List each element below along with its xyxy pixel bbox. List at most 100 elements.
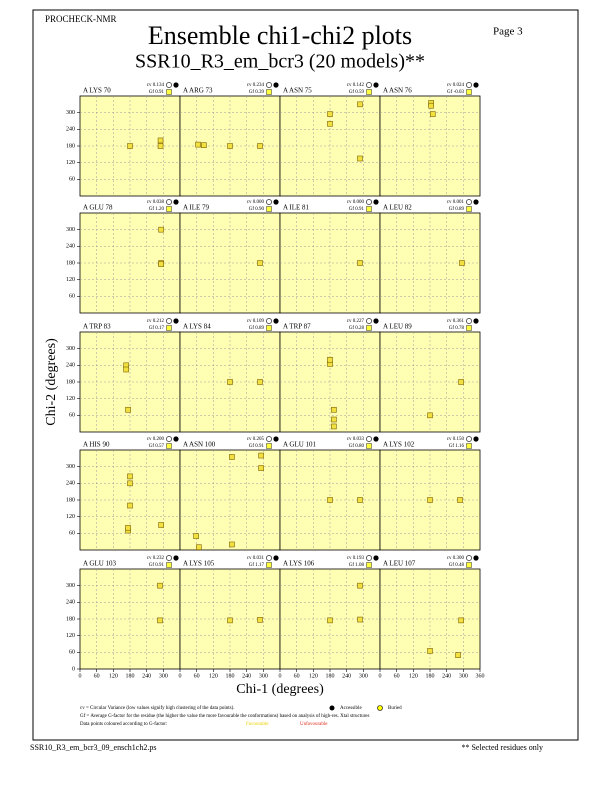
value-text: Gf <box>149 326 155 331</box>
gf-text: Gf 0.90 <box>249 207 265 212</box>
value-text: cv <box>247 83 252 88</box>
gf-swatch <box>466 325 472 331</box>
cv-icon <box>366 82 372 88</box>
gf-note: Gf = Average G-factor for the residue (t… <box>80 714 369 719</box>
access-icon <box>373 199 379 205</box>
gf-text: Gf 0.91 <box>249 444 265 449</box>
data-point <box>258 465 264 471</box>
x-tick-label: 180 <box>326 673 335 679</box>
gf-swatch <box>166 206 172 212</box>
y-tick-label: 60 <box>69 413 75 419</box>
access-icon <box>373 82 379 88</box>
value-text: cv <box>147 556 152 561</box>
value-text: 0.227 <box>353 319 365 324</box>
data-point <box>331 416 337 423</box>
x-axis-label: Chi-1 (degrees) <box>236 682 324 697</box>
value-text: 0.361 <box>453 319 465 324</box>
page-border <box>32 9 579 741</box>
data-point <box>331 406 337 413</box>
cv-text: cv 0.000 <box>347 200 365 205</box>
data-point <box>229 454 235 460</box>
data-point <box>127 473 133 480</box>
gf-text: Gf 0.91 <box>149 563 165 568</box>
y-tick-label: 300 <box>66 227 75 233</box>
value-text: Gf <box>249 207 255 212</box>
cv-icon <box>266 199 272 205</box>
colour-note: Data points coloured according to G-fact… <box>80 722 167 727</box>
x-tick-label: 0 <box>379 673 382 679</box>
gf-swatch <box>166 443 172 449</box>
gf-swatch <box>366 562 372 568</box>
value-text: 0.134 <box>153 83 165 88</box>
y-tick-label: 180 <box>66 497 75 503</box>
value-text: Gf <box>449 444 455 449</box>
cv-text: cv 0.193 <box>347 556 365 561</box>
y-tick-label: 300 <box>66 583 75 589</box>
cv-text: cv 0.001 <box>447 200 465 205</box>
x-tick-label: 240 <box>442 673 451 679</box>
cv-text: cv 0.232 <box>147 556 165 561</box>
y-tick-label: 240 <box>66 600 75 606</box>
value-text: 0.59 <box>355 90 364 95</box>
gf-text: Gf 1.08 <box>349 563 365 568</box>
access-icon <box>473 318 479 324</box>
access-icon <box>173 82 179 88</box>
data-point <box>327 617 333 624</box>
value-text: 0.80 <box>355 444 364 449</box>
page-number: Page 3 <box>493 26 523 38</box>
value-text: 1.20 <box>155 207 164 212</box>
access-icon <box>373 555 379 561</box>
access-icon <box>373 318 379 324</box>
value-text: 0.200 <box>153 437 165 442</box>
data-point <box>127 143 133 149</box>
y-tick-label: 300 <box>66 346 75 352</box>
cv-text: cv 0.031 <box>247 556 265 561</box>
x-tick-label: 300 <box>259 673 268 679</box>
x-tick-label: 120 <box>209 673 218 679</box>
value-text: cv <box>147 319 152 324</box>
x-tick-label: 360 <box>476 673 485 679</box>
residue-label: A LYS 106 <box>283 560 315 568</box>
value-text: Gf <box>249 326 255 331</box>
x-tick-label: 300 <box>159 673 168 679</box>
cv-icon <box>366 318 372 324</box>
data-point <box>157 137 164 144</box>
value-text: 0.89 <box>455 207 464 212</box>
data-point <box>157 617 163 624</box>
gf-text: Gf 0.59 <box>349 90 365 95</box>
data-point <box>327 120 333 127</box>
cv-icon <box>166 436 172 442</box>
data-point <box>157 582 163 589</box>
data-point <box>458 617 464 624</box>
value-text: Gf <box>349 326 355 331</box>
value-text: Gf <box>249 90 255 95</box>
gf-text: Gf 0.17 <box>149 326 165 331</box>
value-text: Gf <box>249 444 255 449</box>
value-text: 0.024 <box>453 83 465 88</box>
data-point <box>455 652 461 658</box>
data-point <box>127 480 133 487</box>
gf-swatch <box>266 206 272 212</box>
data-point <box>257 143 263 149</box>
gf-swatch <box>466 443 472 449</box>
x-tick-label: 0 <box>179 673 182 679</box>
data-point <box>193 533 199 539</box>
data-point <box>127 502 133 509</box>
data-point <box>257 379 263 385</box>
value-text: Gf <box>447 90 453 95</box>
value-text: Gf <box>249 563 255 568</box>
accessible-label: Accessible <box>340 706 362 711</box>
x-tick-label: 60 <box>194 673 200 679</box>
x-tick-label: 180 <box>426 673 435 679</box>
residue-label: A HIS 90 <box>83 441 110 449</box>
x-tick-label: 180 <box>226 673 235 679</box>
data-point <box>257 617 263 623</box>
access-icon <box>273 436 279 442</box>
residue-label: A LYS 84 <box>183 323 211 331</box>
program-name: PROCHECK-NMR <box>45 14 117 24</box>
residue-label: A ARG 73 <box>183 87 213 95</box>
cv-text: cv 0.000 <box>247 200 265 205</box>
cv-icon <box>266 555 272 561</box>
access-icon <box>473 555 479 561</box>
value-text: 0.234 <box>253 83 265 88</box>
